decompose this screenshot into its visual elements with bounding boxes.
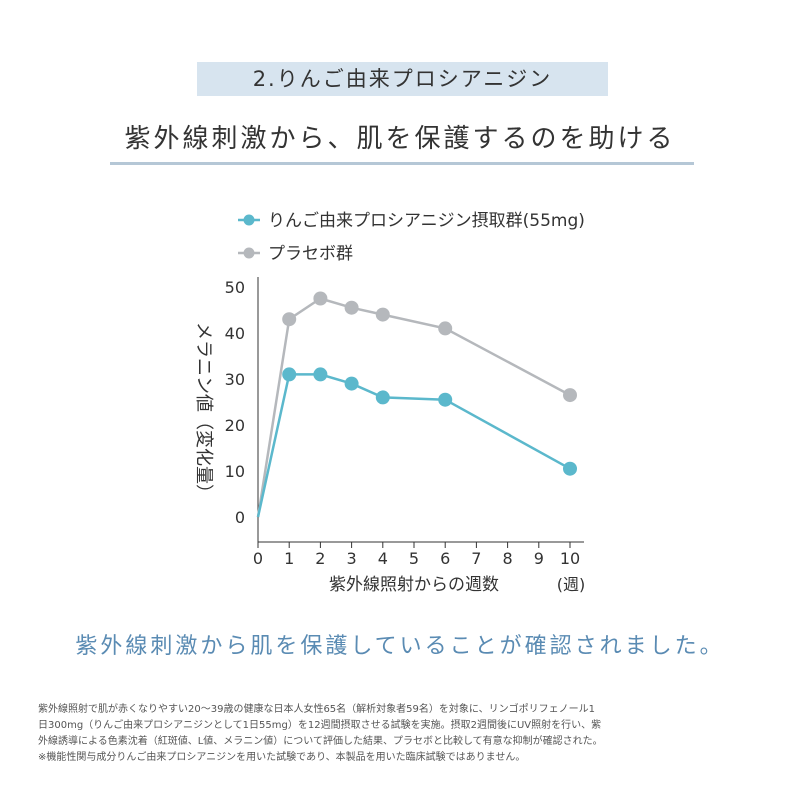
x-tick-label: 5 (409, 549, 419, 568)
data-point-series-0 (438, 392, 453, 407)
footnote: 紫外線照射で肌が赤くなりやすい20〜39歳の健康な日本人女性65名（解析対象者5… (38, 702, 766, 766)
y-tick-label: 10 (225, 462, 245, 481)
x-tick-label: 8 (503, 549, 513, 568)
data-point-series-1 (438, 321, 453, 336)
data-point-series-1 (563, 388, 577, 403)
legend-label-1: プラセボ群 (268, 244, 353, 264)
x-tick-label: 3 (347, 549, 357, 568)
data-point-series-1 (282, 312, 297, 327)
headline: 紫外線刺激から、肌を保護するのを助ける (124, 124, 676, 154)
data-point-series-0 (313, 367, 328, 382)
series-layer (256, 291, 577, 518)
y-tick-label: 20 (225, 416, 245, 435)
data-point-series-1 (344, 300, 359, 315)
legend-marker-0 (243, 214, 255, 226)
x-tick-label: 4 (378, 549, 388, 568)
x-tick-label: 9 (534, 549, 544, 568)
data-point-series-0 (563, 461, 577, 476)
melanin-line-chart: りんご由来プロシアニジン摂取群(55mg) プラセボ群 0 10 20 30 40 50 0 1… (193, 211, 586, 595)
conclusion-text: 紫外線刺激から肌を保護していることが確認されました。 (75, 634, 725, 659)
data-point-series-0 (344, 376, 359, 391)
y-axis-label: メラニン値（変化量） (193, 322, 214, 502)
x-tick-label: 1 (284, 549, 294, 568)
x-tick-label: 2 (315, 549, 325, 568)
footnote-line: ※機能性関与成分りんご由来プロシアニジンを用いた試験であり、本製品を用いた臨床試… (38, 752, 526, 763)
legend: りんご由来プロシアニジン摂取群(55mg) プラセボ群 (238, 211, 585, 264)
data-point-series-0 (375, 390, 390, 405)
legend-label-0: りんご由来プロシアニジン摂取群(55mg) (268, 211, 585, 231)
x-axis-unit: (週) (557, 575, 586, 594)
y-tick-label: 30 (225, 370, 245, 389)
y-tick-label: 40 (225, 324, 245, 343)
x-tick-label: 0 (253, 549, 263, 568)
section-label: 2.りんご由来プロシアニジン (197, 62, 608, 96)
footnote-line: 外線誘導による色素沈着（紅斑値、L値、メラニン値）について評価した結果、プラセボ… (38, 736, 603, 747)
headline-divider (110, 162, 694, 165)
y-tick-label: 50 (225, 278, 245, 297)
footnote-line: 日300mg（りんご由来プロシアニジンとして1日55mg）を12週間摂取させる試… (38, 720, 602, 731)
data-point-series-0 (282, 367, 297, 382)
axes: 0 10 20 30 40 50 0 1 2 3 4 5 6 7 8 9 10 (225, 277, 584, 568)
legend-marker-1 (243, 247, 255, 259)
x-tick-label: 10 (560, 549, 580, 568)
footnote-line: 紫外線照射で肌が赤くなりやすい20〜39歳の健康な日本人女性65名（解析対象者5… (38, 704, 595, 715)
series-line-1 (256, 297, 571, 518)
data-point-series-1 (375, 307, 390, 322)
x-tick-label: 7 (471, 549, 481, 568)
x-tick-label: 6 (440, 549, 450, 568)
x-axis-label: 紫外線照射からの週数 (329, 575, 499, 595)
data-point-series-1 (313, 291, 328, 306)
series-line-0 (256, 373, 571, 518)
y-tick-label: 0 (235, 508, 245, 527)
